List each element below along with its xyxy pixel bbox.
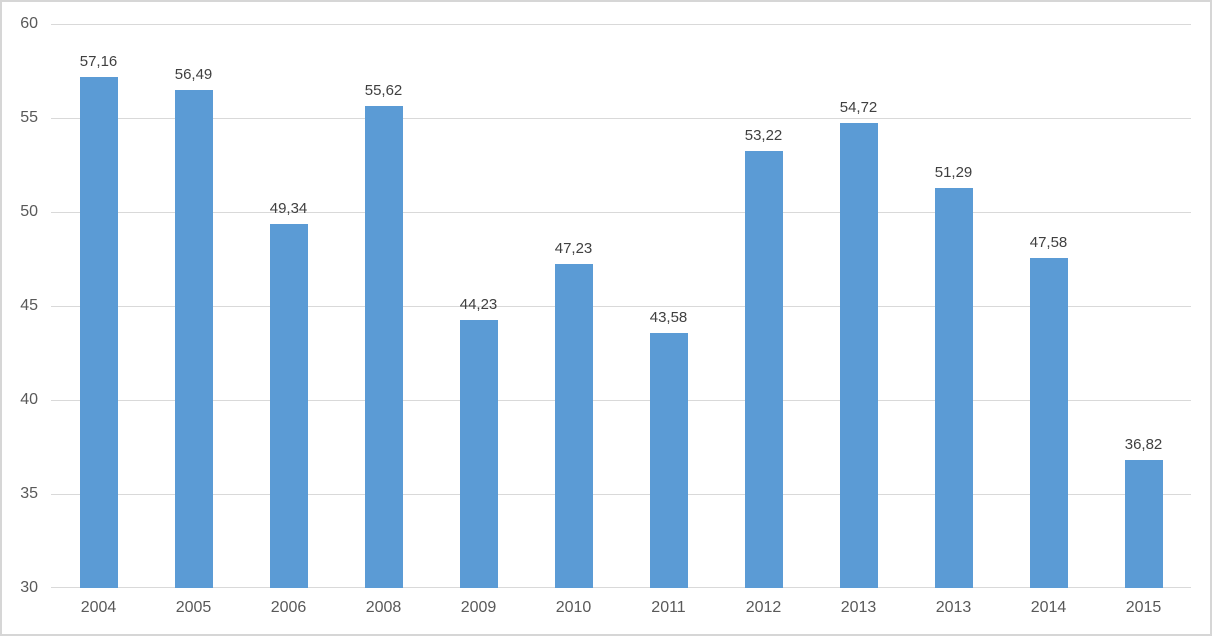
x-tick-label: 2015 (1125, 599, 1162, 616)
x-tick-label: 2013 (935, 599, 972, 616)
x-axis-line (51, 587, 1191, 588)
bar-value-label: 44,23 (459, 296, 498, 314)
gridline (51, 400, 1191, 401)
y-tick-label: 60 (20, 15, 38, 32)
bar (79, 77, 118, 588)
bar-value-label: 47,23 (554, 240, 593, 258)
bar (174, 90, 213, 588)
x-tick-label: 2004 (80, 599, 117, 616)
y-tick-label: 45 (20, 297, 38, 314)
y-tick-label: 30 (20, 579, 38, 596)
bar (554, 264, 593, 588)
plot-area: 57,16 56,49 49,34 55,62 44,23 47,23 43,58 53,22… (51, 24, 1191, 588)
bar (1029, 257, 1068, 588)
y-tick-label: 50 (20, 203, 38, 220)
bar (649, 332, 688, 588)
x-tick-label: 2011 (651, 599, 686, 616)
bar-value-label: 55,62 (364, 82, 403, 100)
bar-value-label: 36,82 (1124, 435, 1163, 453)
bar-value-label: 47,58 (1029, 233, 1068, 251)
bar-value-label: 43,58 (649, 308, 688, 326)
y-tick-label: 35 (20, 485, 38, 502)
x-tick-label: 2008 (365, 599, 402, 616)
gridline (51, 306, 1191, 307)
bar-value-label: 57,16 (79, 53, 118, 71)
gridline (51, 494, 1191, 495)
gridline (51, 212, 1191, 213)
y-tick-label: 55 (20, 109, 38, 126)
bar (934, 187, 973, 588)
bar-value-label: 54,72 (839, 99, 878, 117)
bar-value-label: 56,49 (174, 66, 213, 83)
bar (1124, 459, 1163, 588)
x-tick-label: 2010 (555, 599, 592, 616)
bar-value-label: 51,29 (934, 163, 973, 181)
x-tick-label: 2005 (175, 599, 212, 616)
x-tick-label: 2014 (1030, 599, 1067, 616)
gridline (51, 118, 1191, 119)
x-tick-label: 2012 (745, 599, 782, 616)
y-tick-label: 40 (20, 391, 38, 408)
bar (744, 151, 783, 588)
bar-value-label: 49,34 (269, 200, 308, 218)
bar (364, 106, 403, 588)
x-tick-label: 2006 (270, 599, 307, 616)
bar (269, 224, 308, 588)
gridline (51, 24, 1191, 25)
x-tick-label: 2009 (460, 599, 497, 616)
x-tick-label: 2013 (840, 599, 877, 616)
bar-value-label: 53,22 (744, 127, 783, 145)
bar (459, 320, 498, 588)
bar (839, 123, 878, 588)
